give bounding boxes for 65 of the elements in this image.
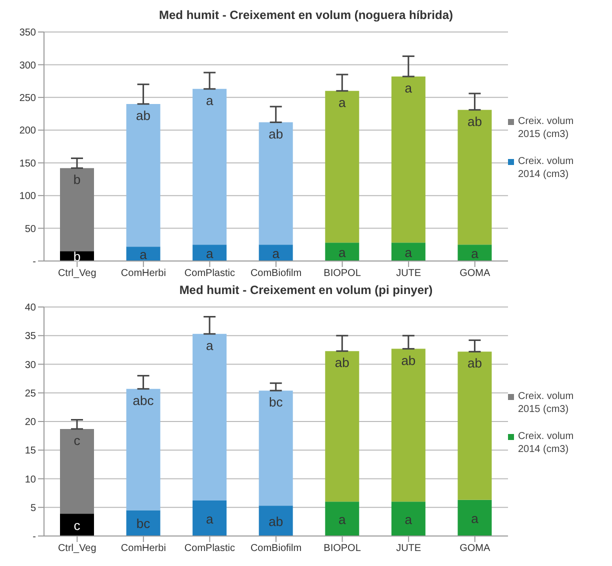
x-tick-label: Ctrl_Veg	[58, 543, 96, 554]
y-tick-label: 300	[19, 60, 36, 72]
data-label: b	[73, 249, 81, 264]
data-label: a	[338, 512, 347, 527]
y-tick-label: -	[32, 532, 36, 543]
data-label: ab	[268, 514, 284, 529]
x-tick-label: ComPlastic	[184, 268, 236, 280]
y-tick-label: 250	[19, 92, 36, 104]
y-tick-label: 20	[24, 417, 36, 428]
data-label: ab	[467, 114, 482, 129]
x-tick-label: ComPlastic	[184, 543, 236, 554]
data-label: a	[471, 510, 480, 526]
y-tick-label: 200	[19, 126, 36, 137]
data-label: c	[74, 518, 81, 533]
legend-label: Creix. volum 2015 (cm3)	[518, 114, 575, 140]
data-label: a	[404, 512, 413, 527]
data-label: a	[404, 80, 413, 96]
data-label: a	[272, 246, 280, 261]
x-tick-label: Ctrl_Veg	[58, 268, 96, 280]
y-tick-label: 35	[24, 331, 36, 342]
data-label: abc	[132, 392, 154, 408]
y-tick-label: -	[32, 256, 36, 268]
data-label: a	[206, 511, 214, 526]
x-tick-label: BIOPOL	[324, 268, 362, 280]
data-label: c	[74, 432, 81, 448]
legend-label: Creix. volum 2015 (cm3)	[518, 390, 575, 416]
data-label: ab	[334, 355, 350, 370]
x-tick-label: ComBiofilm	[250, 268, 302, 280]
y-tick-label: 25	[24, 388, 36, 400]
data-label: a	[206, 338, 214, 353]
y-tick-label: 350	[19, 28, 36, 39]
data-label: a	[338, 94, 347, 110]
legend-label: Creix. volum 2014 (cm3)	[518, 430, 575, 456]
x-tick-label: JUTE	[396, 268, 422, 280]
data-label: a	[338, 244, 347, 260]
x-tick-label: ComHerbi	[120, 543, 166, 554]
data-label: bc	[136, 516, 151, 532]
x-tick-label: JUTE	[396, 543, 422, 554]
x-tick-label: GOMA	[460, 543, 490, 554]
data-label: a	[404, 244, 413, 260]
y-tick-label: 40	[24, 302, 36, 314]
data-label: ab	[268, 126, 284, 142]
y-tick-label: 10	[24, 474, 36, 486]
y-tick-label: 30	[24, 360, 36, 371]
y-tick-label: 15	[24, 446, 36, 457]
data-label: ab	[136, 108, 151, 123]
y-tick-label: 150	[19, 158, 36, 170]
y-tick-label: 5	[30, 502, 36, 514]
data-label: b	[73, 172, 81, 188]
y-tick-label: 50	[24, 224, 36, 235]
y-tick-label: 100	[19, 191, 36, 202]
legend-label: Creix. volum 2014 (cm3)	[518, 154, 575, 180]
data-label: ab	[401, 352, 416, 368]
data-label: ab	[467, 356, 482, 371]
x-tick-label: ComHerbi	[120, 268, 166, 280]
x-tick-label: BIOPOL	[324, 543, 362, 554]
data-label: a	[471, 246, 480, 261]
chart-title: Med humit - Creixement en volum (pi pinyer)	[178, 283, 434, 299]
x-tick-label: GOMA	[460, 268, 490, 280]
data-label: a	[140, 246, 148, 262]
data-label: a	[206, 92, 214, 108]
data-label: bc	[268, 394, 284, 410]
x-tick-label: ComBiofilm	[250, 543, 302, 554]
data-label: a	[206, 246, 214, 261]
chart-title: Med humit - Creixement en volum (noguera híbrida)	[158, 8, 454, 24]
